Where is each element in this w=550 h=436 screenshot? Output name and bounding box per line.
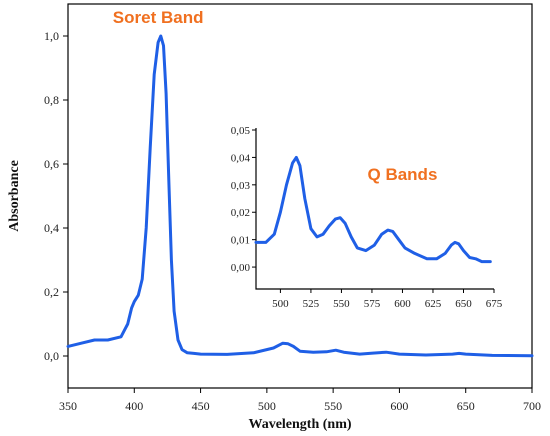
q-bands-annotation: Q Bands (368, 165, 438, 184)
x-tick-label: 700 (523, 399, 541, 413)
inset-ticks: 500 525 550 575 600 625 650 675 0,00 0,01 0,02 0,03… (231, 125, 503, 310)
inset-x-tick-label: 500 (272, 298, 289, 310)
y-tick-label: 0,6 (44, 157, 59, 171)
inset-y-tick-label: 0,05 (231, 125, 251, 137)
inset-y-tick-label: 0,03 (231, 180, 251, 192)
y-tick-label: 1,0 (44, 29, 59, 43)
y-axis-title: Absorbance (7, 160, 22, 232)
inset-x-tick-label: 575 (364, 298, 381, 310)
y-tick-label: 0,8 (44, 93, 59, 107)
x-tick-label: 400 (125, 399, 143, 413)
inset-series-line (254, 155, 492, 264)
inset-x-tick-label: 625 (425, 298, 442, 310)
y-tick-label: 0,2 (44, 285, 59, 299)
x-tick-label: 550 (324, 399, 342, 413)
x-axis-title: Wavelength (nm) (248, 417, 351, 432)
inset-y-tick-label: 0,01 (231, 235, 250, 247)
main-plot: 350 400 450 500 550 600 650 700 0,0 0,2 0,4 0,6 0,8 1… (7, 3, 541, 432)
inset-y-tick-label: 0,04 (231, 152, 251, 164)
inset-plot: 500 525 550 575 600 625 650 675 0,00 0,01 0,02 0,03… (231, 125, 504, 310)
inset-x-tick-label: 675 (486, 298, 503, 310)
inset-y-tick-label: 0,00 (231, 262, 251, 274)
x-tick-label: 600 (390, 399, 408, 413)
inset-x-tick-label: 650 (455, 298, 472, 310)
x-tick-label: 650 (457, 399, 475, 413)
x-tick-label: 450 (192, 399, 210, 413)
inset-x-tick-label: 600 (394, 298, 411, 310)
y-tick-label: 0,4 (44, 221, 59, 235)
inset-background (256, 126, 504, 293)
x-tick-label: 350 (59, 399, 77, 413)
main-series-line (66, 34, 534, 358)
inset-x-tick-label: 525 (303, 298, 320, 310)
inset-x-tick-label: 550 (333, 298, 350, 310)
main-plot-frame (67, 3, 533, 389)
inset-y-tick-label: 0,02 (231, 207, 250, 219)
soret-band-annotation: Soret Band (113, 8, 204, 27)
x-tick-label: 500 (258, 399, 276, 413)
y-tick-label: 0,0 (44, 349, 59, 363)
inset-axes (255, 128, 494, 290)
main-ticks: 350 400 450 500 550 600 650 700 0,0 0,2 0,4 0,6 0,8 1… (44, 29, 541, 413)
